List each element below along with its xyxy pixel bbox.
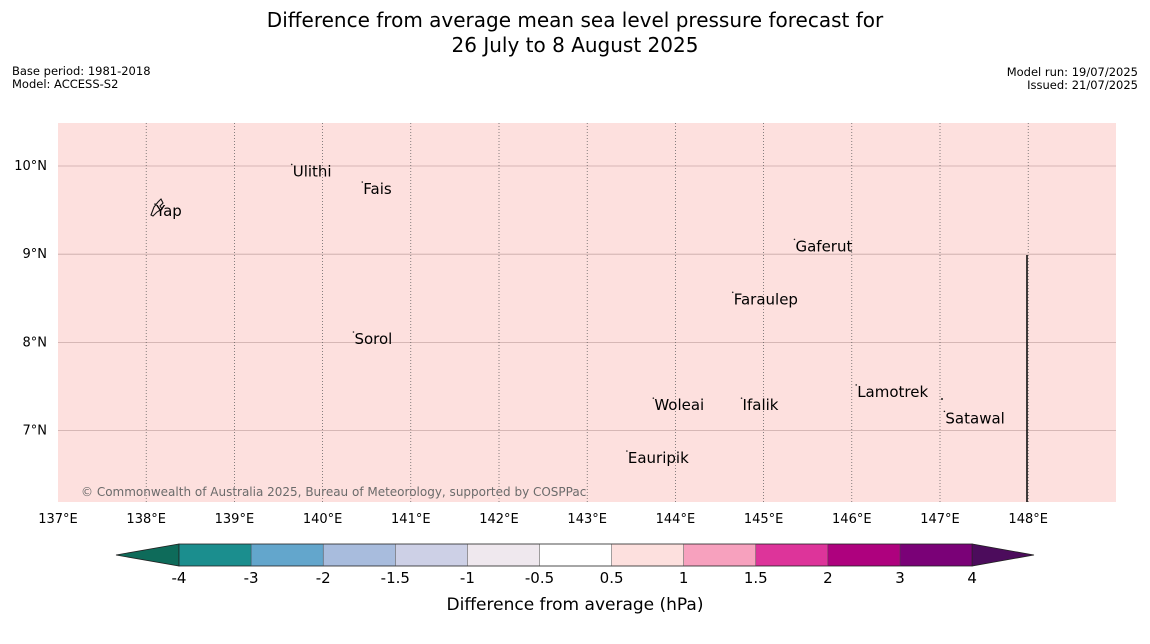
place-label: Eauripik xyxy=(628,449,689,467)
lon-tick-label: 137°E xyxy=(38,512,78,527)
map-title: Difference from average mean sea level p… xyxy=(0,8,1150,58)
lon-tick-label: 144°E xyxy=(656,512,696,527)
colorbar-tick-label: -1.5 xyxy=(381,569,410,587)
colorbar-tick-label: -4 xyxy=(172,569,187,587)
lon-tick-label: 142°E xyxy=(479,512,519,527)
island-marker xyxy=(352,331,355,333)
model-name: Model: ACCESS-S2 xyxy=(12,77,119,91)
lon-tick-label: 138°E xyxy=(126,512,166,527)
colorbar-segment xyxy=(395,544,468,566)
place-label: Faraulep xyxy=(734,290,798,308)
title-line-1: Difference from average mean sea level p… xyxy=(266,8,884,32)
island-marker xyxy=(855,384,858,386)
island-marker xyxy=(154,203,156,205)
colorbar-segment xyxy=(323,544,396,566)
copyright-text: © Commonwealth of Australia 2025, Bureau… xyxy=(81,485,586,499)
colorbar-segment xyxy=(827,544,901,566)
colorbar-segment xyxy=(900,544,973,566)
island-marker xyxy=(652,397,655,399)
colorbar-segment xyxy=(755,544,829,566)
colorbar-tick-label: 2 xyxy=(823,569,833,587)
lat-tick-label: 9°N xyxy=(23,247,48,262)
place-label: Fais xyxy=(363,180,392,198)
colorbar-segment xyxy=(179,544,252,566)
colorbar-tick-label: -2 xyxy=(316,569,331,587)
island-marker xyxy=(943,410,946,413)
colorbar-over-extension xyxy=(971,543,1035,567)
island-marker xyxy=(290,163,293,166)
colorbar-tick-label: -1 xyxy=(460,569,475,587)
lon-tick-label: 145°E xyxy=(744,512,784,527)
colorbar-tick-label: 0.5 xyxy=(600,569,624,587)
colorbar-segment xyxy=(251,544,324,566)
island-marker xyxy=(361,181,364,183)
lon-tick-label: 147°E xyxy=(920,512,960,527)
lat-tick-label: 7°N xyxy=(23,424,48,439)
colorbar: -4 -3 -2 -1.5 -1 -0.5 0.5 1 1.5 2 3 4 Difference fro… xyxy=(115,543,1035,615)
lon-tick-label: 141°E xyxy=(391,512,431,527)
island-marker xyxy=(740,397,743,399)
model-run: Model run: 19/07/2025 xyxy=(1006,65,1138,79)
map-area: 10°N 9°N 8°N 7°N 137°E 138°E 139°E 140°E 141°E 14… xyxy=(14,123,1116,527)
colorbar-segment xyxy=(467,544,540,566)
place-label: Ifalik xyxy=(743,396,779,414)
colorbar-tick-label: 4 xyxy=(967,569,977,587)
place-label: Ulithi xyxy=(293,162,332,180)
title-line-2: 26 July to 8 August 2025 xyxy=(451,33,699,57)
colorbar-under-extension xyxy=(115,543,180,567)
islet-marker xyxy=(941,398,943,400)
colorbar-segment xyxy=(683,544,757,566)
lon-tick-label: 143°E xyxy=(567,512,607,527)
island-marker xyxy=(626,450,628,452)
island-marker xyxy=(731,291,734,294)
meta-right: Model run: 19/07/2025 Issued: 21/07/2025 xyxy=(1007,66,1138,92)
place-label: Woleai xyxy=(654,396,704,414)
place-label: Satawal xyxy=(945,409,1004,427)
colorbar-tick-label: 1.5 xyxy=(744,569,768,587)
colorbar-segment xyxy=(611,544,685,566)
colorbar-title: Difference from average (hPa) xyxy=(447,595,704,615)
base-period: Base period: 1981-2018 xyxy=(12,64,151,78)
lon-tick-label: 146°E xyxy=(832,512,872,527)
lon-tick-label: 148°E xyxy=(1008,512,1048,527)
island-marker xyxy=(793,238,796,241)
place-label: Lamotrek xyxy=(857,383,928,401)
place-label: Sorol xyxy=(354,330,392,348)
colorbar-tick-label: 1 xyxy=(679,569,689,587)
lon-tick-label: 140°E xyxy=(303,512,343,527)
colorbar-frame xyxy=(178,543,973,567)
colorbar-tick-label: 3 xyxy=(895,569,905,587)
issued-date: Issued: 21/07/2025 xyxy=(1027,78,1138,92)
yap-island-outline xyxy=(150,198,164,217)
lat-tick-label: 10°N xyxy=(14,159,47,174)
colorbar-tick-label: -0.5 xyxy=(525,569,554,587)
meta-left: Base period: 1981-2018 Model: ACCESS-S2 xyxy=(12,65,151,91)
place-label: Yap xyxy=(155,202,182,220)
colorbar-segment xyxy=(539,544,613,566)
lon-tick-label: 139°E xyxy=(215,512,255,527)
place-label: Gaferut xyxy=(795,237,852,255)
colorbar-tick-label: -3 xyxy=(244,569,259,587)
lat-tick-label: 8°N xyxy=(23,335,48,350)
